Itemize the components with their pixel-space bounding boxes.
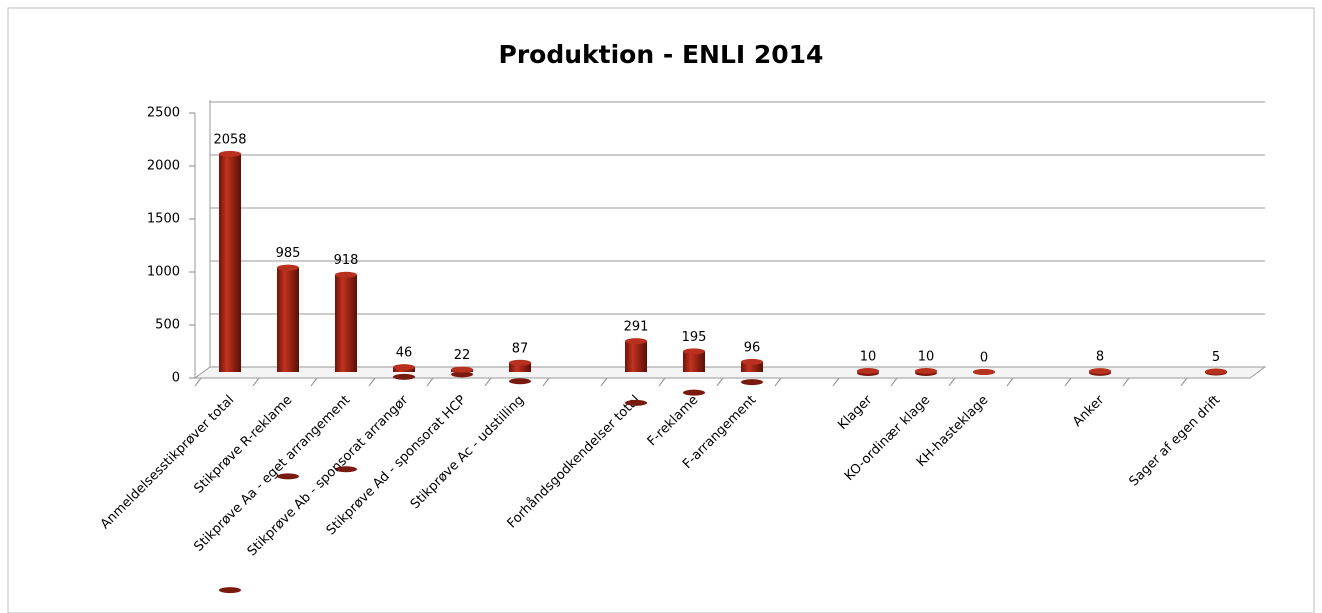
bar-top	[1089, 368, 1111, 375]
x-tick	[1006, 377, 1014, 387]
value-label: 10	[918, 349, 935, 364]
bar-top	[683, 348, 705, 355]
x-tick	[658, 377, 666, 387]
bar	[741, 361, 763, 372]
y-tick-label: 2000	[147, 159, 180, 174]
x-tick	[426, 377, 434, 387]
value-label: 10	[860, 349, 877, 364]
value-label: 918	[334, 253, 359, 268]
bar-top	[857, 367, 879, 374]
x-tick	[716, 377, 724, 387]
x-tick	[310, 377, 318, 387]
chart-frame	[7, 7, 1315, 613]
chart-title: Produktion - ENLI 2014	[499, 40, 824, 69]
y-tick-label: 2500	[147, 106, 180, 121]
y-tick-label: 0	[172, 371, 180, 386]
x-tick	[832, 377, 840, 387]
bar-base	[683, 389, 705, 396]
value-label: 2058	[213, 132, 246, 147]
x-tick	[600, 377, 608, 387]
x-tick	[948, 377, 956, 387]
bar-base	[509, 378, 531, 385]
bar	[219, 153, 241, 372]
bar-top	[625, 338, 647, 345]
value-label: 46	[396, 346, 413, 361]
bar-top	[335, 271, 357, 278]
x-tick	[1122, 377, 1130, 387]
bar-top	[219, 150, 241, 157]
bar-top	[741, 358, 763, 365]
bar-base	[451, 371, 473, 378]
value-label: 5	[1212, 350, 1220, 365]
value-label: 96	[744, 340, 761, 355]
bar-base	[393, 373, 415, 380]
x-tick	[542, 377, 550, 387]
bar	[335, 274, 357, 372]
value-label: 291	[624, 320, 649, 335]
bar	[625, 341, 647, 372]
bar-top	[509, 359, 531, 366]
bar-base	[277, 473, 299, 480]
y-tick-label: 1500	[147, 212, 180, 227]
bar-top	[915, 367, 937, 374]
y-tick-label: 1000	[147, 265, 180, 280]
x-tick	[194, 377, 202, 387]
bar-base	[625, 399, 647, 406]
value-label: 87	[512, 341, 529, 356]
x-tick	[252, 377, 260, 387]
bar-top	[973, 369, 995, 375]
bar-top	[393, 364, 415, 371]
bar-top	[1205, 368, 1227, 375]
value-label: 195	[682, 330, 707, 345]
bar	[277, 267, 299, 372]
bar-top	[277, 264, 299, 271]
bar-base	[741, 379, 763, 386]
y-tick-label: 500	[155, 318, 180, 333]
bar-base	[219, 587, 241, 594]
x-tick	[484, 377, 492, 387]
x-tick	[1180, 377, 1188, 387]
value-label: 0	[980, 351, 988, 366]
bar	[509, 362, 531, 372]
bar	[683, 351, 705, 372]
value-label: 8	[1096, 350, 1104, 365]
value-label: 22	[454, 348, 471, 363]
x-tick	[368, 377, 376, 387]
bar-top	[451, 366, 473, 373]
x-tick	[1064, 377, 1072, 387]
value-label: 985	[276, 246, 301, 261]
x-tick	[890, 377, 898, 387]
bar-base	[335, 466, 357, 473]
x-tick	[774, 377, 782, 387]
